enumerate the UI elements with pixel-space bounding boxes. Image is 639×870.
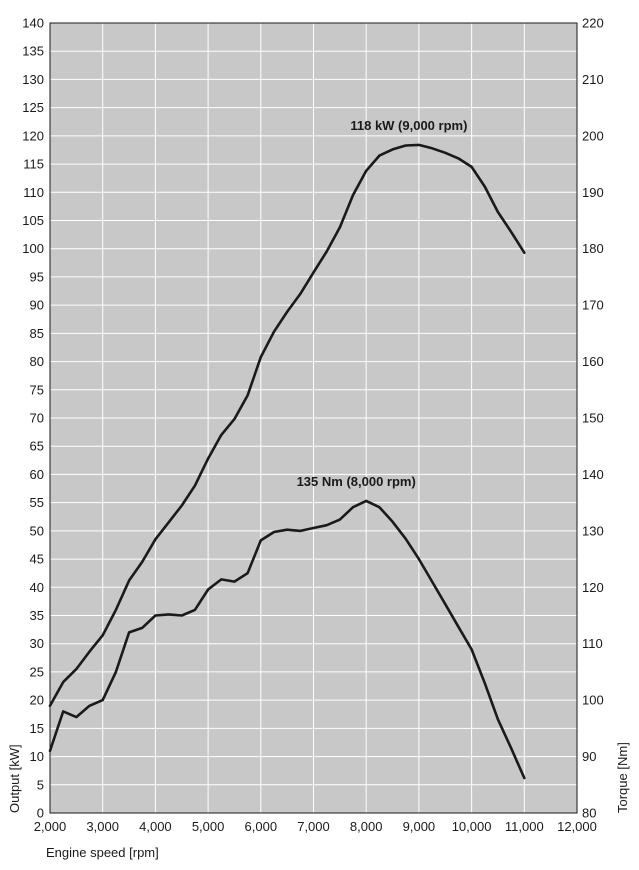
y-right-tick-label: 120 xyxy=(582,580,604,595)
y-left-tick-label: 45 xyxy=(30,552,44,567)
output-series-line xyxy=(48,143,526,708)
y-left-tick-label: 100 xyxy=(22,241,44,256)
y-right-tick-label: 170 xyxy=(582,298,604,313)
y-left-tick-label: 85 xyxy=(30,326,44,341)
y-left-tick-label: 95 xyxy=(30,269,44,284)
y-right-tick-labels: 80 90 100 110 120 130 140 150 160 170 180 190 200 210… xyxy=(582,16,604,821)
y-right-tick-label: 110 xyxy=(582,636,603,651)
y-left-tick-label: 15 xyxy=(30,721,44,736)
y-left-tick-label: 125 xyxy=(22,100,44,115)
torque-series-line xyxy=(48,499,526,780)
y-left-tick-label: 10 xyxy=(30,749,44,764)
plot-border xyxy=(49,22,578,814)
y-left-tick-label: 105 xyxy=(22,213,44,228)
x-tick-label: 3,000 xyxy=(86,819,119,834)
y-left-tick-label: 20 xyxy=(30,693,44,708)
y-right-tick-label: 100 xyxy=(582,693,604,708)
y-left-tick-labels: 0 5 10 15 20 25 30 35 40 45 50 55 60 65 70 75 80 85 90 95 10… xyxy=(22,16,44,821)
y-left-tick-label: 25 xyxy=(30,664,44,679)
y-left-tick-label: 70 xyxy=(30,411,44,426)
y-left-tick-label: 130 xyxy=(22,72,44,87)
annotations: 118 kW (9,000 rpm) 135 Nm (8,000 rpm) xyxy=(297,118,468,489)
torque-peak-annotation: 135 Nm (8,000 rpm) xyxy=(297,474,416,489)
y-right-tick-label: 90 xyxy=(582,749,596,764)
x-tick-label: 12,000 xyxy=(557,819,597,834)
y-right-tick-label: 130 xyxy=(582,523,604,538)
y-left-tick-label: 80 xyxy=(30,354,44,369)
y-left-tick-label: 55 xyxy=(30,495,44,510)
y-left-tick-label: 35 xyxy=(30,608,44,623)
x-tick-labels: 2,000 3,000 4,000 5,000 6,000 7,000 8,000 9,000… xyxy=(34,819,597,834)
x-tick-label: 11,000 xyxy=(505,819,544,834)
y-left-tick-label: 60 xyxy=(30,467,44,482)
y-right-tick-label: 140 xyxy=(582,467,604,482)
y-right-tick-label: 180 xyxy=(582,241,604,256)
y-left-axis-title: Output [kW] xyxy=(7,744,22,813)
x-tick-label: 4,000 xyxy=(139,819,172,834)
series-lines xyxy=(48,143,526,780)
y-left-tick-label: 40 xyxy=(30,580,44,595)
output-peak-annotation: 118 kW (9,000 rpm) xyxy=(350,118,467,133)
y-right-axis-title: Torque [Nm] xyxy=(615,742,630,813)
y-right-tick-label: 210 xyxy=(582,72,604,87)
x-tick-label: 8,000 xyxy=(350,819,383,834)
y-left-tick-label: 115 xyxy=(23,157,44,172)
x-tick-label: 2,000 xyxy=(34,819,67,834)
y-left-tick-label: 0 xyxy=(37,806,44,821)
x-tick-label: 5,000 xyxy=(192,819,225,834)
y-right-tick-label: 80 xyxy=(582,806,596,821)
y-left-tick-label: 5 xyxy=(37,777,44,792)
y-right-tick-label: 150 xyxy=(582,411,604,426)
y-left-tick-label: 75 xyxy=(30,382,44,397)
x-tick-label: 7,000 xyxy=(297,819,330,834)
x-axis-title: Engine speed [rpm] xyxy=(46,845,159,860)
y-right-tick-label: 160 xyxy=(582,354,604,369)
y-left-tick-label: 120 xyxy=(22,128,44,143)
y-left-tick-label: 90 xyxy=(30,298,44,313)
y-right-tick-label: 220 xyxy=(582,16,604,31)
y-left-tick-label: 140 xyxy=(22,16,44,31)
y-left-tick-label: 135 xyxy=(22,44,44,59)
y-left-tick-label: 30 xyxy=(30,636,44,651)
y-right-tick-label: 200 xyxy=(582,128,604,143)
y-left-tick-label: 50 xyxy=(30,523,44,538)
y-left-tick-label: 110 xyxy=(23,185,44,200)
y-right-tick-label: 190 xyxy=(582,185,604,200)
x-tick-label: 10,000 xyxy=(452,819,492,834)
x-tick-label: 9,000 xyxy=(403,819,436,834)
x-tick-label: 6,000 xyxy=(245,819,278,834)
y-left-tick-label: 65 xyxy=(30,439,44,454)
